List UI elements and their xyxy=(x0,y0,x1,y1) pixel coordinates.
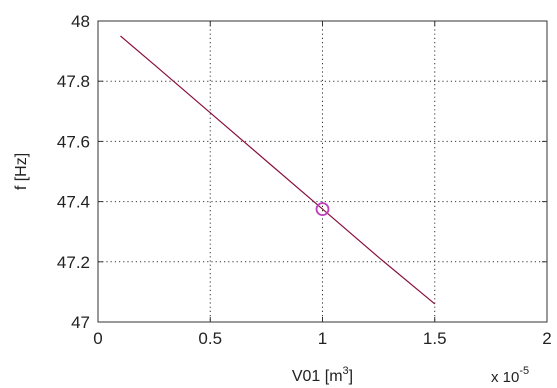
x-tick-label: 0 xyxy=(93,329,102,348)
highlight-marker xyxy=(315,202,330,217)
x-axis-label-base: V01 [m xyxy=(292,368,343,385)
x-axis-label: V01 [m3] xyxy=(292,365,353,385)
series-layer xyxy=(120,35,436,305)
plot-frame xyxy=(97,20,548,323)
y-tick-label: 47 xyxy=(71,313,90,332)
x-axis-multiplier-base: x 10 xyxy=(491,369,519,386)
x-tick-label: 1 xyxy=(318,329,327,348)
grid-lines xyxy=(98,21,547,322)
x-axis-multiplier-exponent: -5 xyxy=(519,365,529,377)
x-tick-label: 0.5 xyxy=(198,329,222,348)
y-tick-label: 47.6 xyxy=(57,132,90,151)
series-line xyxy=(120,35,436,305)
y-axis-label: f [Hz] xyxy=(13,153,30,190)
plot-area xyxy=(98,21,547,322)
y-tick-label: 47.2 xyxy=(57,253,90,272)
x-axis-multiplier: x 10-5 xyxy=(491,365,529,386)
y-tick-label: 48 xyxy=(71,12,90,31)
x-axis-label-superscript: 3 xyxy=(343,365,349,377)
x-axis-label-suffix: ] xyxy=(349,368,353,385)
x-tick-label: 2 xyxy=(542,329,551,348)
y-tick-label: 47.4 xyxy=(57,193,90,212)
tick-labels: 0 0.5 1 1.5 2 47 47.2 47.4 47.6 47.8 48 xyxy=(57,12,552,348)
x-tick-label: 1.5 xyxy=(423,329,447,348)
y-tick-label: 47.8 xyxy=(57,72,90,91)
